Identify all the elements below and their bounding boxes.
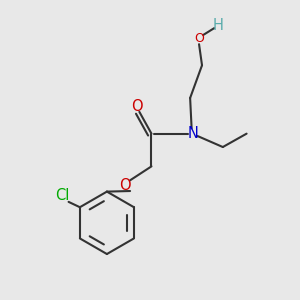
Text: H: H (213, 18, 224, 33)
Text: O: O (194, 32, 204, 45)
Text: O: O (131, 99, 142, 114)
Text: N: N (188, 126, 199, 141)
Text: Cl: Cl (55, 188, 69, 203)
Text: O: O (119, 178, 130, 193)
